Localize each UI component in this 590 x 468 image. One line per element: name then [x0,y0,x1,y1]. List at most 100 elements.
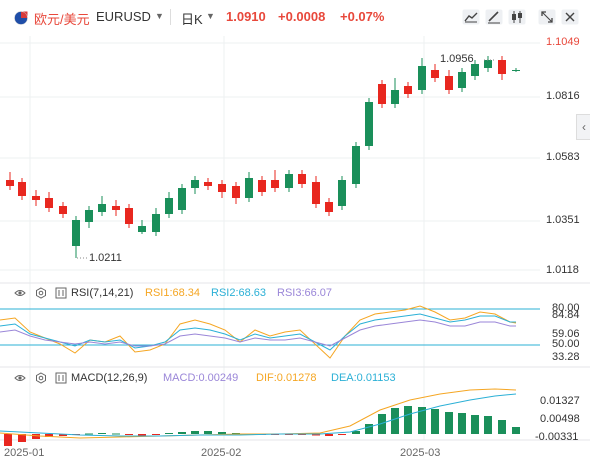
macd-bar [325,434,333,436]
candle-body [325,202,333,212]
period-dropdown-icon[interactable]: ▼ [206,11,215,21]
indicator-icon[interactable] [55,287,67,299]
price-change-pct: +0.07% [340,9,385,24]
candle-body [125,208,133,224]
flag-icon [14,11,28,25]
candle-body [112,206,120,210]
macd-title: MACD(12,26,9) [71,372,148,384]
rsi3-value: RSI3:66.07 [277,287,333,299]
candle-body [271,180,279,188]
side-collapse-handle[interactable]: ‹ [576,114,590,140]
candle-body [165,198,173,214]
macd-bar [165,433,173,434]
y-tick: 1.0583 [546,151,580,163]
header-divider [170,9,171,25]
macd-value: MACD:0.00249 [163,372,239,384]
macd-bar [204,431,212,434]
candlestick-series [6,56,520,258]
candle-body [138,226,146,232]
macd-bar [338,434,346,435]
candle-body [512,70,520,71]
candle-body [18,182,26,196]
fullscreen-icon[interactable] [538,9,556,25]
macd-bar [312,434,320,436]
dif-value: DIF:0.01278 [256,372,317,384]
y-tick: 1.1049 [546,36,580,48]
rsi-tick: 84.84 [552,309,580,321]
candle-body [6,180,14,186]
candle-body [218,184,226,192]
area-chart-icon[interactable] [462,9,480,25]
symbol-label[interactable]: EURUSD [96,9,151,24]
candle-body [59,206,67,214]
settings-icon[interactable] [35,287,47,299]
macd-bar [418,407,426,434]
y-tick: 1.0118 [546,264,579,276]
pair-name[interactable]: 欧元/美元 [34,12,90,27]
candle-body [85,210,93,222]
candle-body [258,180,266,192]
macd-bar [138,434,146,436]
macd-bar [178,432,186,434]
candle-style-icon[interactable] [508,9,526,25]
candle-body [378,84,386,104]
symbol-dropdown-icon[interactable]: ▼ [155,11,164,21]
settings-icon[interactable] [35,372,47,384]
dea-line [0,393,517,437]
eye-icon[interactable] [14,287,26,299]
macd-bar [18,434,26,442]
rsi-tick: 50.00 [552,338,580,350]
last-price: 1.0910 [226,9,266,24]
candle-body [418,66,426,90]
candle-body [458,72,466,88]
y-tick: 1.0816 [546,90,580,102]
candle-body [72,220,80,246]
rsi-title: RSI(7,14,21) [71,287,134,299]
candle-body [191,180,199,188]
x-axis-date: 2025-02 [201,447,242,459]
eye-icon[interactable] [14,372,26,384]
macd-bar [484,416,492,434]
macd-bar [458,413,466,434]
rsi-tick: 33.28 [552,351,580,363]
macd-bar [32,434,40,439]
macd-bar [4,434,12,446]
candle-body [404,86,412,94]
macd-bar [512,427,520,434]
macd-bar [471,415,479,434]
macd-bar [45,434,53,437]
high-price-label: 1.0956 [440,53,474,65]
indicator-icon[interactable] [55,372,67,384]
draw-icon[interactable] [485,9,503,25]
macd-tick: 0.01327 [540,395,580,407]
macd-bar [378,414,386,434]
candle-body [204,182,212,186]
macd-bar [218,432,226,434]
macd-bar [85,433,93,435]
rsi-tick: 80.00 [552,302,580,314]
macd-bar [404,406,412,434]
period-selector[interactable]: 日K [181,12,203,27]
rsi2-value: RSI2:68.63 [211,287,267,299]
candle-body [365,102,373,146]
candle-body [431,70,439,78]
candle-body [298,174,306,184]
macd-tick: 0.00498 [540,413,580,425]
macd-bar [98,433,106,434]
macd-bar [232,433,240,434]
candle-body [498,60,506,74]
macd-bar [125,434,133,435]
candle-body [484,60,492,68]
close-icon[interactable] [561,9,579,25]
candle-body [445,76,453,90]
dea-value: DEA:0.01153 [331,372,396,384]
candle-body [352,146,360,184]
macd-bar [112,433,120,435]
x-axis-date: 2025-01 [4,447,45,459]
macd-bar [391,408,399,434]
y-tick: 1.0351 [546,214,580,226]
candle-body [245,178,253,198]
candle-body [471,64,479,76]
macd-bar [152,434,160,435]
